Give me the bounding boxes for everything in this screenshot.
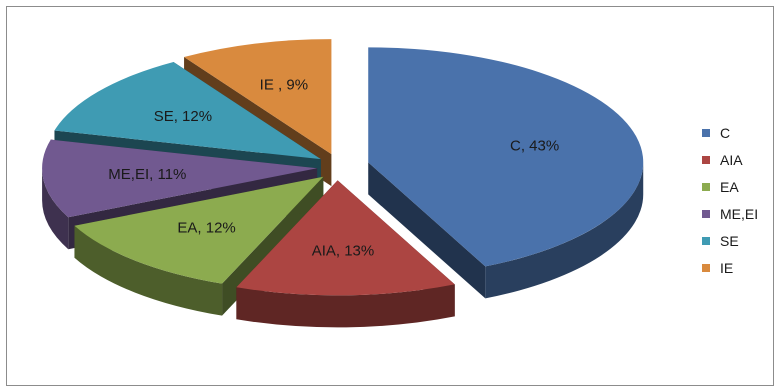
pie-slice-top-aia bbox=[236, 180, 455, 296]
legend-swatch-ea bbox=[702, 182, 710, 191]
data-label-ea: EA, 12% bbox=[177, 220, 235, 237]
data-label-ie: IE , 9% bbox=[260, 77, 308, 94]
legend-label-se: SE bbox=[720, 232, 739, 249]
legend-item-ea: EA bbox=[702, 173, 777, 200]
pie-slice-c bbox=[368, 47, 644, 299]
legend-swatch-ie bbox=[702, 263, 710, 272]
data-label-se: SE, 12% bbox=[154, 108, 212, 125]
pie-slice-side-c bbox=[485, 162, 644, 299]
legend: C AIA EA ME,EI SE IE bbox=[702, 119, 777, 281]
legend-item-c: C bbox=[702, 119, 777, 146]
legend-swatch-me-ei bbox=[702, 209, 710, 218]
pie-slice-top-se bbox=[54, 62, 321, 160]
chart-area: C, 43% AIA, 13% EA, 12% ME,EI, 11% SE, 12% IE… bbox=[6, 6, 774, 386]
legend-label-ea: EA bbox=[720, 178, 739, 195]
pie-slice-top-ea bbox=[74, 176, 324, 284]
legend-label-me-ei: ME,EI bbox=[720, 205, 759, 222]
pie-slice-side-ea bbox=[74, 225, 223, 316]
data-label-me-ei: ME,EI, 11% bbox=[108, 166, 186, 183]
pie-chart: C, 43% AIA, 13% EA, 12% ME,EI, 11% SE, 12% IE… bbox=[42, 39, 644, 328]
pie-slice-top-ie bbox=[184, 39, 332, 155]
legend-swatch-se bbox=[702, 236, 710, 245]
data-label-c: C, 43% bbox=[510, 138, 559, 155]
pie-slice-top-c bbox=[368, 47, 644, 267]
pie-slice-wall-c bbox=[368, 162, 486, 299]
legend-item-se: SE bbox=[702, 227, 777, 254]
data-label-aia: AIA, 13% bbox=[312, 243, 375, 260]
legend-swatch-c bbox=[702, 128, 710, 137]
legend-swatch-aia bbox=[702, 155, 710, 164]
pie-slice-side-aia bbox=[236, 284, 455, 328]
pie-slice-side-me-ei bbox=[42, 168, 69, 250]
legend-label-ie: IE bbox=[720, 259, 734, 276]
legend-label-c: C bbox=[720, 124, 731, 141]
legend-item-aia: AIA bbox=[702, 146, 777, 173]
legend-item-ie: IE bbox=[702, 254, 777, 281]
pie-slice-top-me-ei bbox=[42, 139, 318, 218]
legend-item-me-ei: ME,EI bbox=[702, 200, 777, 227]
pie-slice-aia bbox=[236, 180, 455, 328]
legend-label-aia: AIA bbox=[720, 151, 743, 168]
